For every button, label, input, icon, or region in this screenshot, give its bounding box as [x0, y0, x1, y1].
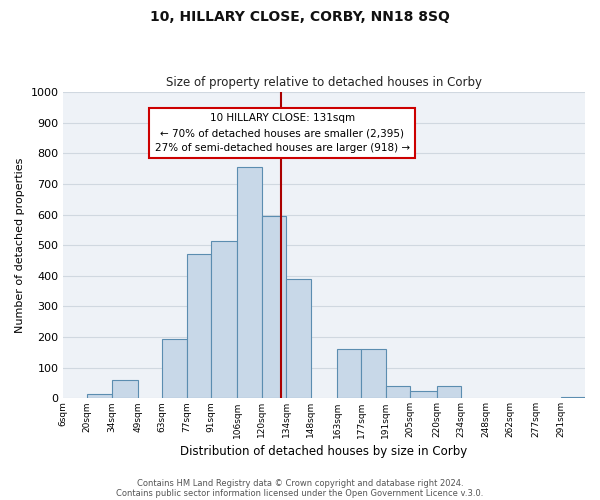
Text: Contains HM Land Registry data © Crown copyright and database right 2024.: Contains HM Land Registry data © Crown c…: [137, 478, 463, 488]
Title: Size of property relative to detached houses in Corby: Size of property relative to detached ho…: [166, 76, 482, 90]
Bar: [87, 394, 112, 398]
X-axis label: Distribution of detached houses by size in Corby: Distribution of detached houses by size …: [180, 444, 467, 458]
Y-axis label: Number of detached properties: Number of detached properties: [15, 158, 25, 333]
Text: 10 HILLARY CLOSE: 131sqm
← 70% of detached houses are smaller (2,395)
27% of sem: 10 HILLARY CLOSE: 131sqm ← 70% of detach…: [155, 114, 410, 153]
Text: Contains public sector information licensed under the Open Government Licence v.: Contains public sector information licen…: [116, 488, 484, 498]
Bar: [238, 167, 262, 398]
Bar: [162, 338, 187, 398]
Text: 10, HILLARY CLOSE, CORBY, NN18 8SQ: 10, HILLARY CLOSE, CORBY, NN18 8SQ: [150, 10, 450, 24]
Bar: [211, 240, 238, 398]
Bar: [386, 386, 410, 398]
Bar: [410, 390, 437, 398]
Bar: [112, 380, 138, 398]
Bar: [262, 216, 286, 398]
Bar: [361, 350, 386, 399]
Bar: [437, 386, 461, 398]
Bar: [187, 254, 211, 398]
Bar: [337, 350, 361, 399]
Bar: [560, 397, 585, 398]
Bar: [286, 279, 311, 398]
